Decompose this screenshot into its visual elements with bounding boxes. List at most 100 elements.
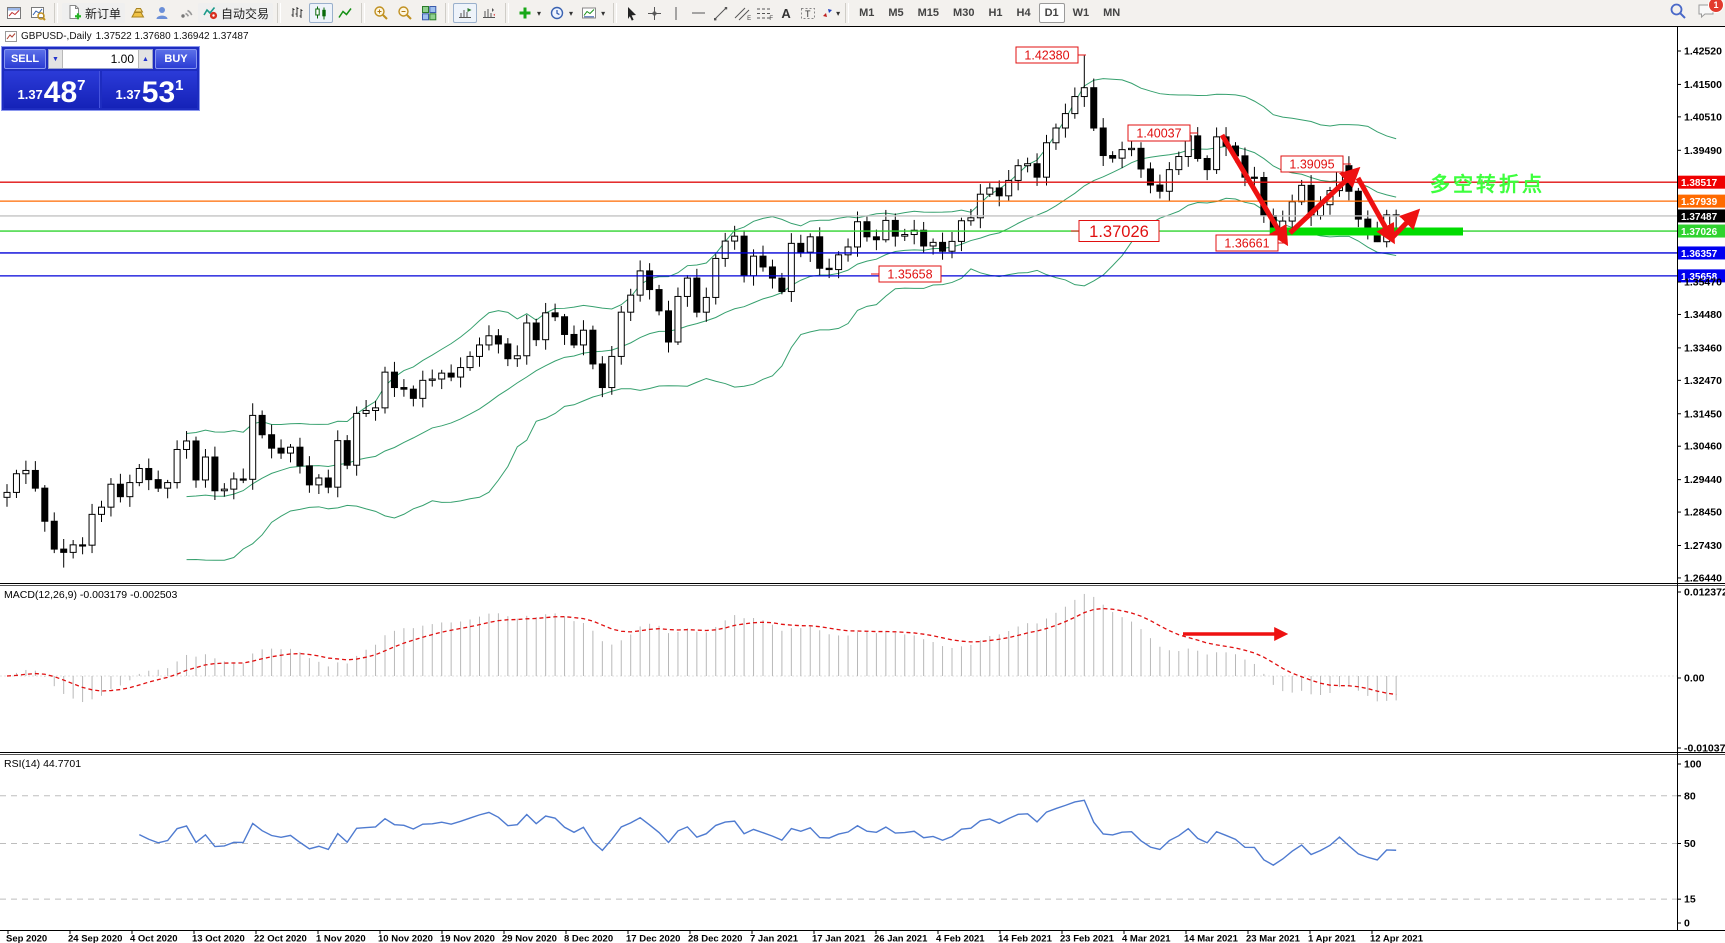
- price-axis-label: 1.30460: [1684, 441, 1722, 453]
- price-label-annotation[interactable]: 1.35658: [871, 265, 942, 283]
- tile-windows-button[interactable]: [417, 3, 441, 23]
- zoom-in-button[interactable]: [369, 3, 393, 23]
- sell-button[interactable]: SELL: [4, 49, 46, 69]
- date-axis-label: 4 Mar 2021: [1122, 934, 1171, 943]
- price-label-annotation[interactable]: 1.36661: [1215, 234, 1286, 252]
- svg-text:1.37939: 1.37939: [1681, 197, 1718, 208]
- red-arrow-annotation[interactable]: [1219, 133, 1289, 247]
- timeframe-MN[interactable]: MN: [1103, 7, 1121, 19]
- price-label-annotation[interactable]: 1.40037: [1127, 124, 1198, 142]
- svg-text:1.36661: 1.36661: [1224, 237, 1269, 251]
- chart-ohlc: 1.37522 1.37680 1.36942 1.37487: [95, 31, 249, 42]
- toolbar-right-group: 1: [1669, 0, 1725, 25]
- red-arrow-annotation[interactable]: [1355, 176, 1395, 245]
- price-tag: 1.37026: [1678, 224, 1725, 238]
- green-trend-bar[interactable]: [1270, 227, 1463, 236]
- cursor-tool[interactable]: [621, 2, 643, 24]
- text-tool[interactable]: A: [781, 5, 791, 21]
- new-order-button[interactable]: 新订单: [62, 3, 126, 23]
- trendline-tool[interactable]: [709, 2, 731, 24]
- gold-bar-icon[interactable]: [125, 3, 150, 23]
- price-axis-label: 1.42520: [1684, 46, 1722, 58]
- date-axis-label: 26 Jan 2021: [874, 934, 928, 943]
- macd-axis-label: -0.010374: [1684, 743, 1725, 755]
- date-axis-label: 1 Nov 2020: [316, 934, 366, 943]
- timeframe-M5[interactable]: M5: [888, 7, 904, 19]
- buy-price-big: 53: [141, 76, 176, 109]
- svg-text:1.35658: 1.35658: [887, 268, 932, 282]
- vertical-line-tool[interactable]: [665, 2, 687, 24]
- timeframe-M30[interactable]: M30: [953, 7, 975, 19]
- timeframe-group: M1 M5 M15 M30 H1 H4 D1 W1 MN: [853, 3, 1126, 23]
- volume-decrease-button[interactable]: ▼: [49, 50, 63, 68]
- date-axis-label: 23 Feb 2021: [1060, 934, 1115, 943]
- svg-text:1.40037: 1.40037: [1136, 127, 1181, 141]
- rsi-axis-label: 100: [1684, 759, 1702, 771]
- autotrading-button[interactable]: 自动交易: [198, 3, 274, 23]
- equidistant-channel-tool[interactable]: E: [731, 2, 753, 24]
- buy-price-display[interactable]: 1.37 53 1: [102, 71, 197, 108]
- red-arrow-annotation[interactable]: [1288, 166, 1361, 235]
- price-axis-label: 1.26440: [1684, 572, 1722, 584]
- chart-window-icon[interactable]: [2, 3, 26, 23]
- profile-chart-icon[interactable]: [26, 3, 50, 23]
- horizontal-line-tool[interactable]: [687, 2, 709, 24]
- price-axis-label: 1.35470: [1684, 277, 1722, 289]
- search-icon[interactable]: [1669, 2, 1687, 25]
- indicators-add-button[interactable]: ▾: [513, 3, 545, 23]
- candlestick-chart-button[interactable]: [309, 3, 334, 23]
- price-label-annotation[interactable]: 1.39095: [1280, 155, 1351, 173]
- price-tag: 1.35658: [1678, 269, 1725, 283]
- notifications-button[interactable]: 1: [1697, 0, 1724, 25]
- date-axis-label: 8 Dec 2020: [564, 934, 613, 943]
- date-axis-label: 4 Feb 2021: [936, 934, 985, 943]
- date-axis-label: 14 Feb 2021: [998, 934, 1053, 943]
- chart-shift-button[interactable]: [453, 3, 478, 23]
- main-toolbar: 新订单 自动交易: [0, 0, 1725, 26]
- svg-text:1.38517: 1.38517: [1681, 178, 1718, 189]
- buy-button[interactable]: BUY: [155, 49, 197, 69]
- fibonacci-tool[interactable]: F: [753, 2, 775, 24]
- pivot-point-text[interactable]: 多空转折点: [1430, 172, 1545, 196]
- macd-signal-line: [6, 607, 1397, 696]
- community-person-icon[interactable]: [150, 3, 174, 23]
- line-chart-button[interactable]: [333, 3, 357, 23]
- timeframe-M15[interactable]: M15: [917, 7, 940, 19]
- price-axis-label: 1.32470: [1684, 375, 1722, 387]
- bar-chart-button[interactable]: [285, 3, 309, 23]
- red-arrow-annotation[interactable]: [1388, 208, 1421, 242]
- channel-sub-label: E: [747, 16, 752, 22]
- date-axis-label: 19 Nov 2020: [440, 934, 495, 943]
- periods-clock-button[interactable]: ▾: [545, 3, 577, 23]
- price-tag: 1.36357: [1678, 246, 1725, 260]
- svg-text:1.35658: 1.35658: [1681, 272, 1718, 283]
- price-label-annotation[interactable]: 1.37026: [1071, 220, 1160, 242]
- autotrading-label: 自动交易: [221, 6, 270, 21]
- zoom-out-button[interactable]: [393, 3, 417, 23]
- toolbar-separator: [361, 3, 366, 23]
- text-label-tool[interactable]: T: [797, 2, 819, 24]
- price-label-annotation[interactable]: 1.42380: [1015, 46, 1086, 64]
- toolbar-separator: [445, 3, 450, 23]
- arrows-tool[interactable]: ▾: [819, 2, 841, 24]
- volume-increase-button[interactable]: ▲: [138, 50, 152, 68]
- timeframe-H4[interactable]: H4: [1016, 7, 1031, 19]
- timeframe-M1[interactable]: M1: [859, 7, 875, 19]
- price-axis-label: 1.40510: [1684, 111, 1722, 123]
- templates-button[interactable]: ▾: [577, 3, 609, 23]
- crosshair-tool[interactable]: [643, 2, 665, 24]
- volume-input[interactable]: [63, 51, 138, 67]
- chart-autoscroll-button[interactable]: [477, 3, 501, 23]
- price-axis-label: 1.34480: [1684, 309, 1722, 321]
- signals-antenna-icon[interactable]: [174, 3, 198, 23]
- timeframe-D1[interactable]: D1: [1038, 3, 1065, 23]
- price-axis-label: 1.31450: [1684, 408, 1722, 420]
- date-axis-label: 29 Nov 2020: [502, 934, 557, 943]
- date-axis-label: 10 Nov 2020: [378, 934, 433, 943]
- timeframe-W1[interactable]: W1: [1072, 7, 1090, 19]
- timeframe-H1[interactable]: H1: [988, 7, 1003, 19]
- svg-text:1.37026: 1.37026: [1681, 227, 1718, 238]
- sell-price-display[interactable]: 1.37 48 7: [4, 71, 100, 108]
- rsi-label: RSI(14) 44.7701: [4, 758, 82, 770]
